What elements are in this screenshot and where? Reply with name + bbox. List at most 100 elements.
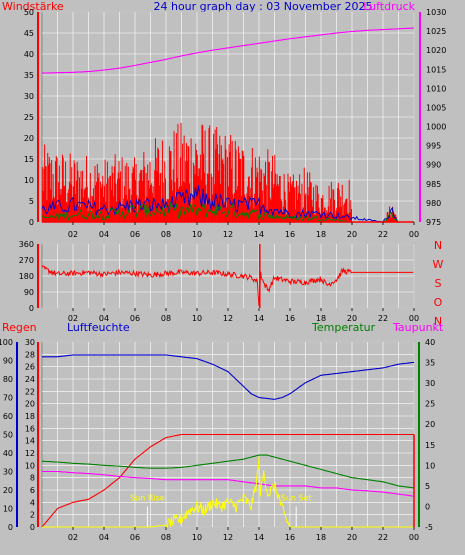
rain-ytick-label: 8 [30,474,35,483]
compass-label-s: S [435,277,442,290]
climate-xtick-label: 16 [285,533,295,542]
direction-xtick-label: 22 [378,314,388,323]
pressure-ytick-label: 990 [426,161,441,170]
compass-legend: N W S O N [433,239,444,328]
direction-xtick-label: 16 [285,314,295,323]
pressure-ytick-label: 995 [426,142,441,151]
direction-xtick-label: 00 [409,314,419,323]
direction-ytick-label: 0 [29,304,34,313]
humidity-ytick-label: 50 [3,431,13,440]
humidity-ytick-label: 100 [0,338,13,347]
pressure-ytick-label: 980 [426,199,441,208]
wind-ytick-label: 10 [24,176,34,185]
rain-ytick-label: 30 [25,338,35,347]
wind-xtick-label: 00 [409,230,419,239]
temp-ytick-label: 0 [425,502,430,511]
rain-ytick-label: 20 [25,400,35,409]
wind-direction-panel: 0 90 180 270 360 02 04 06 08 10 12 14 16 18 20 22 00 [19,240,419,323]
compass-label-o: O [434,296,443,309]
wind-ytick-label: 45 [24,29,34,38]
sun-rise-label: Sun Rise [130,493,165,502]
legend-regen: Regen [2,321,37,334]
wind-xtick-label: 18 [316,230,326,239]
wind-ytick-label: 40 [24,50,34,59]
sun-set-label: Sun Set [281,493,312,502]
pressure-ytick-label: 1005 [426,103,446,112]
temp-ytick-label: 15 [425,441,435,450]
direction-xtick-label: 04 [99,314,109,323]
wind-xtick-label: 16 [285,230,295,239]
climate-xtick-label: 14 [254,533,264,542]
wind-ytick-label: 0 [29,218,34,227]
pressure-ytick-label: 1020 [426,46,446,55]
legend-temperatur: Temperatur [311,321,376,334]
wind-xtick-label: 20 [347,230,357,239]
lower-legend: Regen Luftfeuchte Temperatur Taupunkt [2,321,444,334]
direction-xtick-label: 20 [347,314,357,323]
humidity-ytick-label: 90 [3,357,13,366]
rain-ytick-label: 22 [25,387,35,396]
compass-label-w: W [433,258,444,271]
wind-ytick-label: 30 [24,92,34,101]
pressure-ytick-label: 1015 [426,65,446,74]
pressure-ytick-label: 1025 [426,27,446,36]
humidity-ytick-label: 30 [3,468,13,477]
temp-ytick-label: 40 [425,338,435,347]
direction-xtick-label: 06 [130,314,140,323]
climate-xtick-label: 22 [378,533,388,542]
wind-direction-line [41,265,414,307]
pressure-ytick-label: 1010 [426,84,446,93]
climate-xtick-label: 12 [223,533,233,542]
humidity-ytick-label: 70 [3,394,13,403]
wind-ytick-label: 5 [29,197,34,206]
pressure-axis-title: Luftdruck [363,0,415,13]
climate-xtick-label: 10 [192,533,202,542]
humidity-rain-temp-panel: 0102030405060708090100024681012141618202… [0,338,435,542]
wind-pressure-panel: 0510152025303540455097598098599099510001… [24,8,447,239]
wind-ytick-label: 15 [24,155,34,164]
wind-axis-title: Windstärke [2,0,64,13]
temp-ytick-label: 30 [425,379,435,388]
rain-ytick-label: 24 [25,375,35,384]
temp-ytick-label: 10 [425,461,435,470]
climate-xtick-label: 08 [161,533,171,542]
wind-ytick-label: 25 [24,113,34,122]
pressure-ytick-label: 975 [426,218,441,227]
rain-ytick-label: 28 [25,350,35,359]
rain-ytick-label: 18 [25,412,35,421]
direction-ytick-label: 270 [19,256,34,265]
compass-label-n-top: N [434,239,442,252]
wind-ytick-label: 35 [24,71,34,80]
wind-xtick-label: 06 [130,230,140,239]
rain-ytick-label: 2 [30,511,35,520]
rain-ytick-label: 0 [30,523,35,532]
wind-ytick-label: 50 [24,8,34,17]
temperature-line [41,454,415,489]
wind-xtick-label: 14 [254,230,264,239]
temp-ytick-label: 5 [425,482,430,491]
pressure-line [42,27,415,74]
pressure-ytick-label: 1000 [426,123,446,132]
rain-ytick-label: 12 [25,449,35,458]
direction-ytick-label: 180 [19,272,34,281]
rain-ytick-label: 6 [30,486,35,495]
humidity-line [42,354,415,400]
wind-xtick-label: 04 [99,230,109,239]
climate-xtick-label: 18 [316,533,326,542]
humidity-ytick-label: 0 [8,523,13,532]
humidity-ytick-label: 80 [3,375,13,384]
dewpoint-line [42,470,415,497]
direction-xtick-label: 08 [161,314,171,323]
rain-ytick-label: 4 [30,498,35,507]
direction-ytick-label: 90 [24,288,34,297]
direction-xtick-label: 10 [192,314,202,323]
wind-ytick-label: 20 [24,134,34,143]
rain-ytick-label: 26 [25,363,35,372]
wind-xtick-label: 02 [68,230,78,239]
climate-xtick-label: 04 [99,533,109,542]
climate-xtick-label: 06 [130,533,140,542]
compass-label-n-bottom: N [434,315,442,328]
climate-xtick-label: 00 [409,533,419,542]
